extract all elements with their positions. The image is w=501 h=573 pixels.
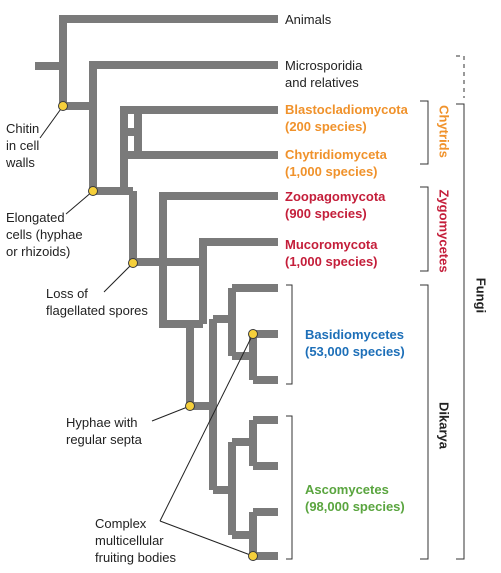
trait-node-fruiting-asco bbox=[248, 551, 258, 561]
bracket-ascomycetes bbox=[286, 415, 293, 560]
leader-chitin bbox=[39, 105, 64, 139]
leader-elongated bbox=[65, 190, 94, 215]
leader-fruiting-1 bbox=[159, 333, 254, 522]
group-label-chytrids: Chytrids bbox=[436, 105, 452, 158]
trait-node-fruiting-basidio bbox=[248, 329, 258, 339]
leader-flagellated bbox=[103, 262, 134, 293]
trait-node-chitin bbox=[58, 101, 68, 111]
trait-label-fruiting: Complex multicellular fruiting bodies bbox=[95, 516, 176, 565]
taxon-mucoromycota: Mucoromycota (1,000 species) bbox=[285, 237, 378, 269]
bracket-zygomycetes bbox=[420, 186, 429, 272]
group-label-dikarya: Dikarya bbox=[436, 402, 452, 449]
taxon-blastocladiomycota: Blastocladiomycota (200 species) bbox=[285, 102, 408, 134]
branch-microsporidia bbox=[89, 61, 278, 191]
trait-label-flagellated: Loss of flagellated spores bbox=[46, 286, 148, 318]
leader-fruiting-2 bbox=[159, 520, 254, 557]
bracket-basidiomycetes bbox=[286, 284, 293, 385]
trait-node-elongated bbox=[88, 186, 98, 196]
taxon-zoopagomycota: Zoopagomycota (900 species) bbox=[285, 189, 386, 221]
trait-label-septa: Hyphae with regular septa bbox=[66, 415, 142, 447]
taxon-ascomycetes: Ascomycetes (98,000 species) bbox=[305, 482, 405, 514]
leader-septa bbox=[151, 405, 191, 422]
trait-node-flagellated bbox=[128, 258, 138, 268]
branch-chytrids bbox=[120, 106, 278, 191]
group-label-fungi: Fungi bbox=[473, 277, 489, 314]
taxon-animals: Animals bbox=[285, 12, 332, 27]
trait-label-elongated: Elongated cells (hyphae or rhizoids) bbox=[6, 210, 83, 259]
taxon-chytridiomyceta: Chytridiomyceta (1,000 species) bbox=[285, 147, 387, 179]
trait-label-chitin: Chitin in cell walls bbox=[6, 121, 40, 170]
bracket-chytrids bbox=[420, 100, 429, 165]
bracket-dikarya bbox=[420, 284, 429, 560]
bracket-microsporidia-dashed bbox=[456, 55, 465, 98]
trait-node-septa bbox=[185, 401, 195, 411]
branch-animals bbox=[59, 15, 278, 106]
branch-zoopagomycota bbox=[133, 192, 278, 266]
bracket-fungi bbox=[456, 103, 465, 560]
group-label-zygomycetes: Zygomycetes bbox=[436, 189, 452, 273]
taxon-microsporidia: Microsporidia and relatives bbox=[285, 58, 363, 90]
branch-dikarya-split bbox=[159, 262, 203, 328]
branch-mucoromycota bbox=[199, 238, 278, 324]
taxon-basidiomycetes: Basidiomycetes (53,000 species) bbox=[305, 327, 405, 359]
